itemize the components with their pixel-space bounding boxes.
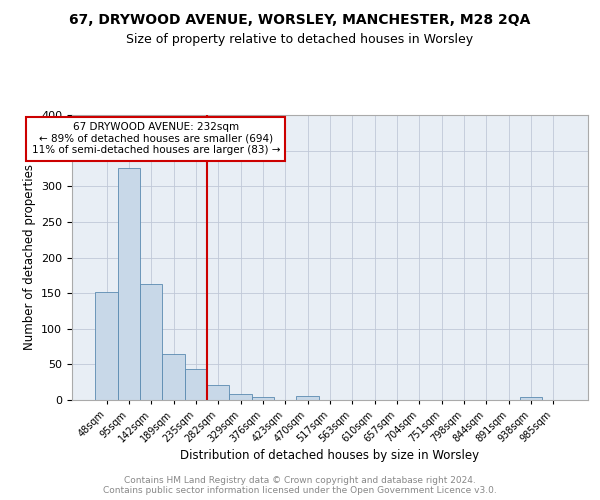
Bar — [296, 396, 319, 400]
Bar — [140, 284, 163, 400]
Bar — [95, 292, 118, 400]
Text: 67 DRYWOOD AVENUE: 232sqm
← 89% of detached houses are smaller (694)
11% of semi: 67 DRYWOOD AVENUE: 232sqm ← 89% of detac… — [32, 122, 280, 156]
Bar — [118, 168, 140, 400]
Y-axis label: Number of detached properties: Number of detached properties — [23, 164, 35, 350]
Bar — [520, 397, 542, 400]
Bar — [252, 397, 274, 400]
X-axis label: Distribution of detached houses by size in Worsley: Distribution of detached houses by size … — [181, 450, 479, 462]
Bar — [207, 385, 229, 400]
Bar — [185, 368, 207, 400]
Bar — [229, 394, 252, 400]
Text: Contains HM Land Registry data © Crown copyright and database right 2024.
Contai: Contains HM Land Registry data © Crown c… — [103, 476, 497, 495]
Text: 67, DRYWOOD AVENUE, WORSLEY, MANCHESTER, M28 2QA: 67, DRYWOOD AVENUE, WORSLEY, MANCHESTER,… — [70, 12, 530, 26]
Text: Size of property relative to detached houses in Worsley: Size of property relative to detached ho… — [127, 32, 473, 46]
Bar — [163, 354, 185, 400]
